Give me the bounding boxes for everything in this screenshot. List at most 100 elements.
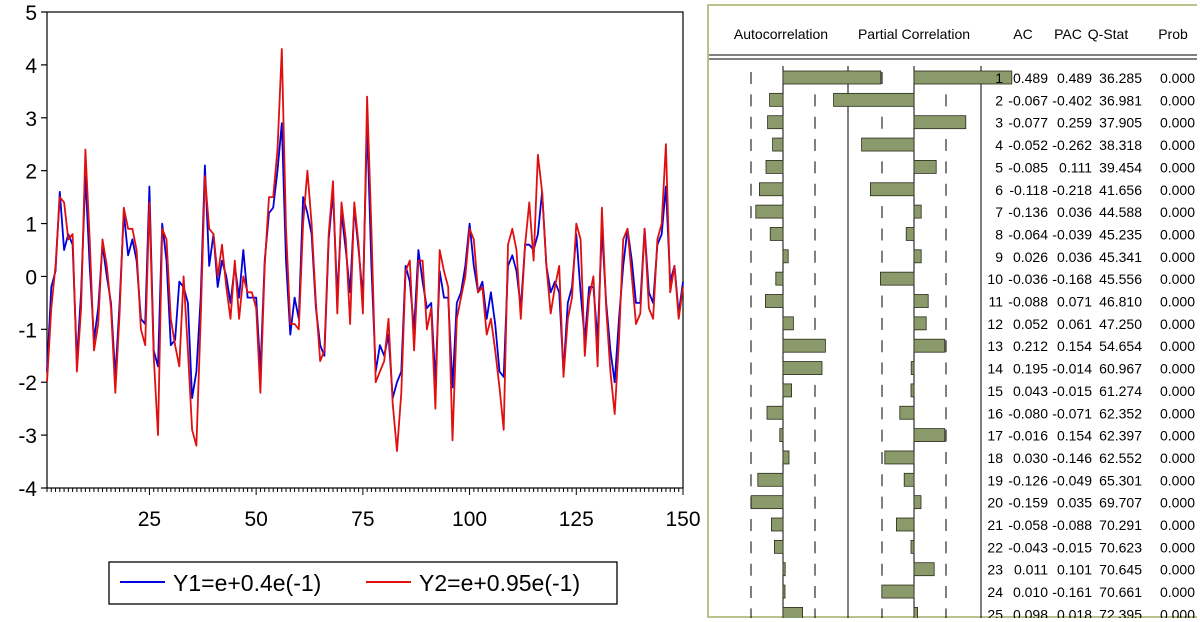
ac-bar — [765, 294, 784, 308]
prob-value: 0.000 — [1160, 517, 1195, 533]
y-tick-label: -1 — [18, 319, 37, 342]
q-stat-value: 70.623 — [1099, 539, 1142, 555]
q-stat-value: 41.656 — [1099, 182, 1142, 198]
pac-value: -0.088 — [1052, 517, 1092, 533]
prob-value: 0.000 — [1160, 428, 1195, 444]
ac-value: 0.010 — [1013, 584, 1048, 600]
ac-value: -0.064 — [1008, 226, 1048, 242]
pac-value: 0.018 — [1057, 606, 1092, 618]
panel-bottom-border — [707, 616, 1197, 618]
ac-value: -0.077 — [1008, 115, 1048, 131]
header-4: AC — [1013, 26, 1032, 42]
ac-bar — [774, 539, 784, 554]
pac-value: 0.154 — [1057, 338, 1092, 354]
x-tick-label: 125 — [559, 508, 594, 531]
legend-label-y1: Y1=e+0.4e(-1) — [173, 570, 321, 596]
ac-value: -0.043 — [1008, 539, 1048, 555]
header-6: Q-Stat — [1088, 26, 1129, 42]
prob-value: 0.000 — [1160, 383, 1195, 399]
lag-number: 4 — [995, 137, 1003, 153]
q-stat-value: 45.556 — [1099, 271, 1142, 287]
ac-bar — [769, 92, 784, 107]
lag-number: 16 — [987, 405, 1003, 421]
q-stat-value: 62.552 — [1099, 450, 1142, 466]
lag-number: 7 — [995, 204, 1003, 220]
q-stat-value: 62.352 — [1099, 405, 1142, 421]
pac-value: -0.262 — [1052, 137, 1092, 153]
pac-value: 0.489 — [1057, 70, 1092, 86]
ac-value: 0.011 — [1014, 562, 1048, 578]
pac-value: 0.154 — [1057, 428, 1092, 444]
pac-bar — [913, 115, 967, 130]
ac-bar — [782, 249, 789, 264]
pac-value: -0.015 — [1052, 539, 1092, 555]
ac-bar — [769, 227, 784, 241]
lag-number: 25 — [987, 606, 1003, 618]
q-stat-value: 36.981 — [1099, 92, 1142, 108]
q-stat-value: 39.454 — [1099, 159, 1142, 175]
prob-value: 0.000 — [1160, 294, 1195, 310]
q-stat-value: 61.274 — [1099, 383, 1142, 399]
pac-value: -0.161 — [1052, 584, 1092, 600]
y-tick-label: 4 — [25, 55, 37, 78]
x-tick-label: 75 — [351, 508, 374, 531]
lag-number: 23 — [987, 562, 1003, 578]
y-tick-label: 5 — [25, 2, 37, 25]
lag-number: 3 — [995, 115, 1003, 131]
q-stat-value: 45.235 — [1099, 226, 1142, 242]
y-tick-label: 1 — [25, 214, 37, 237]
ac-value: 0.030 — [1013, 450, 1048, 466]
pac-value: 0.036 — [1057, 204, 1092, 220]
q-stat-value: 62.397 — [1099, 428, 1142, 444]
q-stat-value: 72.395 — [1099, 606, 1142, 618]
pac-bar — [881, 584, 915, 599]
pac-bar — [910, 539, 915, 554]
lag-number: 9 — [995, 249, 1003, 265]
q-stat-value: 47.250 — [1099, 316, 1142, 332]
ac-bar — [757, 472, 784, 487]
prob-value: 0.000 — [1160, 562, 1195, 578]
ac-value: 0.026 — [1013, 249, 1048, 265]
lag-number: 17 — [987, 428, 1003, 444]
prob-value: 0.000 — [1160, 137, 1195, 153]
y-tick-label: 3 — [25, 108, 37, 131]
prob-value: 0.000 — [1160, 405, 1195, 421]
ac-bar — [765, 159, 784, 174]
plot-frame — [46, 11, 684, 489]
ac-bar — [782, 584, 786, 599]
lag-number: 10 — [987, 271, 1003, 287]
q-stat-value: 38.318 — [1099, 137, 1142, 153]
pac-bar — [913, 607, 918, 618]
ac-value: -0.080 — [1008, 405, 1048, 421]
lag-number: 12 — [987, 316, 1003, 332]
pac-bar — [910, 383, 915, 398]
ac-value: -0.016 — [1008, 428, 1048, 444]
pac-bar — [903, 472, 915, 487]
pac-bar — [884, 450, 915, 465]
pac-value: -0.168 — [1052, 271, 1092, 287]
prob-value: 0.000 — [1160, 204, 1195, 220]
ac-value: 0.489 — [1013, 70, 1048, 86]
y-tick-label: -4 — [18, 478, 37, 501]
lag-number: 20 — [987, 495, 1003, 511]
correlogram-table: Autocorrelation Partial Correlation AC PAC Q… — [709, 26, 1197, 618]
lag-number: 6 — [995, 182, 1003, 198]
pac-bar — [879, 271, 915, 286]
lag-number: 13 — [987, 338, 1003, 354]
x-tick-label: 50 — [244, 508, 267, 531]
pac-value: -0.015 — [1052, 383, 1092, 399]
pac-bar — [913, 495, 922, 510]
prob-value: 0.000 — [1160, 361, 1195, 377]
q-stat-value: 60.967 — [1099, 361, 1142, 377]
q-stat-value: 70.291 — [1099, 517, 1142, 533]
ac-bar — [782, 316, 794, 331]
ac-bar — [782, 383, 793, 398]
lag-number: 14 — [987, 361, 1003, 377]
ac-bar — [782, 450, 790, 465]
y-tick-label: -2 — [18, 372, 37, 395]
pac-bar — [833, 92, 915, 107]
y-tick-label: -3 — [18, 425, 37, 448]
ac-value: -0.058 — [1008, 517, 1048, 533]
header-5: PAC — [1054, 26, 1082, 42]
q-stat-value: 37.905 — [1099, 115, 1142, 131]
